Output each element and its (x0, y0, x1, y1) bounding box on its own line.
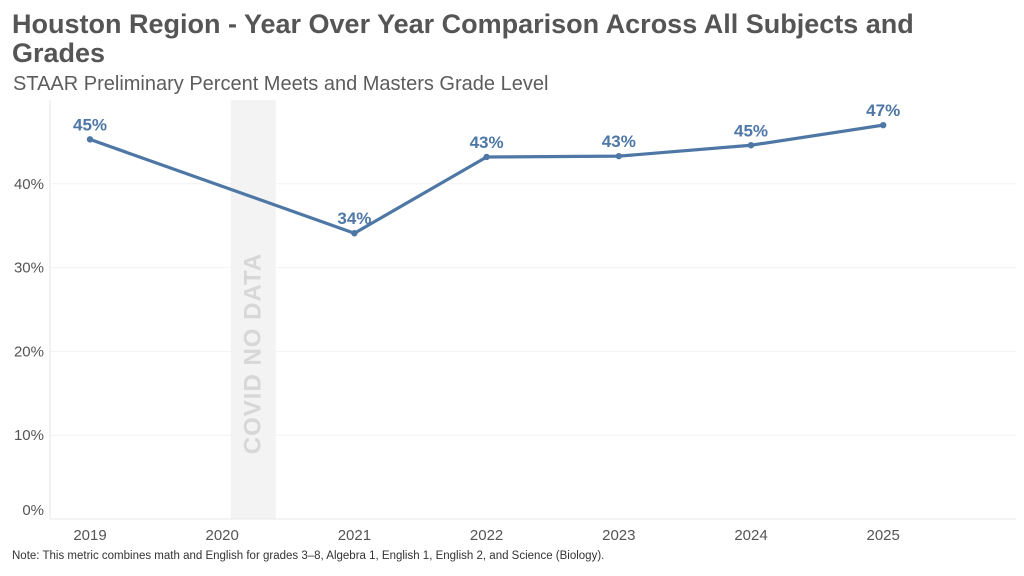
x-tick-label: 2025 (867, 527, 900, 544)
chart-title: Houston Region - Year Over Year Comparis… (12, 9, 914, 68)
data-label: 47% (866, 101, 900, 120)
y-tick-label: 30% (14, 260, 44, 277)
x-tick-label: 2024 (734, 527, 767, 544)
data-point (615, 152, 622, 160)
y-tick-label: 40% (14, 176, 44, 193)
y-tick-label: 20% (14, 343, 44, 360)
covid-annotation-label: COVID NO DATA (240, 253, 267, 454)
data-point (86, 136, 94, 143)
gridlines (50, 183, 1016, 436)
series-line (88, 123, 885, 235)
data-label: 43% (470, 133, 504, 152)
y-tick-label: 10% (14, 427, 44, 444)
data-point (880, 121, 887, 129)
x-tick-label: 2021 (338, 527, 371, 544)
data-point (351, 230, 358, 237)
y-tick-label: 0% (22, 502, 44, 519)
data-point (747, 142, 755, 149)
data-label: 43% (602, 132, 636, 151)
data-point (483, 153, 490, 161)
data-labels: 45% 34% 43% 43% 45% 47% (73, 101, 900, 228)
chart-subtitle: STAAR Preliminary Percent Meets and Mast… (13, 73, 549, 95)
covid-band: COVID NO DATA (230, 100, 276, 519)
axes: 0% 10% 20% 30% 40% 2019 2020 2021 2022 2023 2024 20… (14, 100, 1016, 544)
data-label: 34% (337, 209, 371, 228)
covid-band-rect (230, 100, 276, 519)
x-tick-label: 2022 (470, 527, 503, 544)
x-tick-label: 2020 (206, 527, 239, 544)
data-label: 45% (734, 121, 768, 140)
x-tick-label: 2019 (73, 527, 106, 544)
footnote: Note: This metric combines math and Engl… (12, 550, 605, 562)
series-line-group (86, 121, 887, 237)
x-tick-label: 2023 (602, 527, 635, 544)
data-label: 45% (73, 115, 107, 134)
